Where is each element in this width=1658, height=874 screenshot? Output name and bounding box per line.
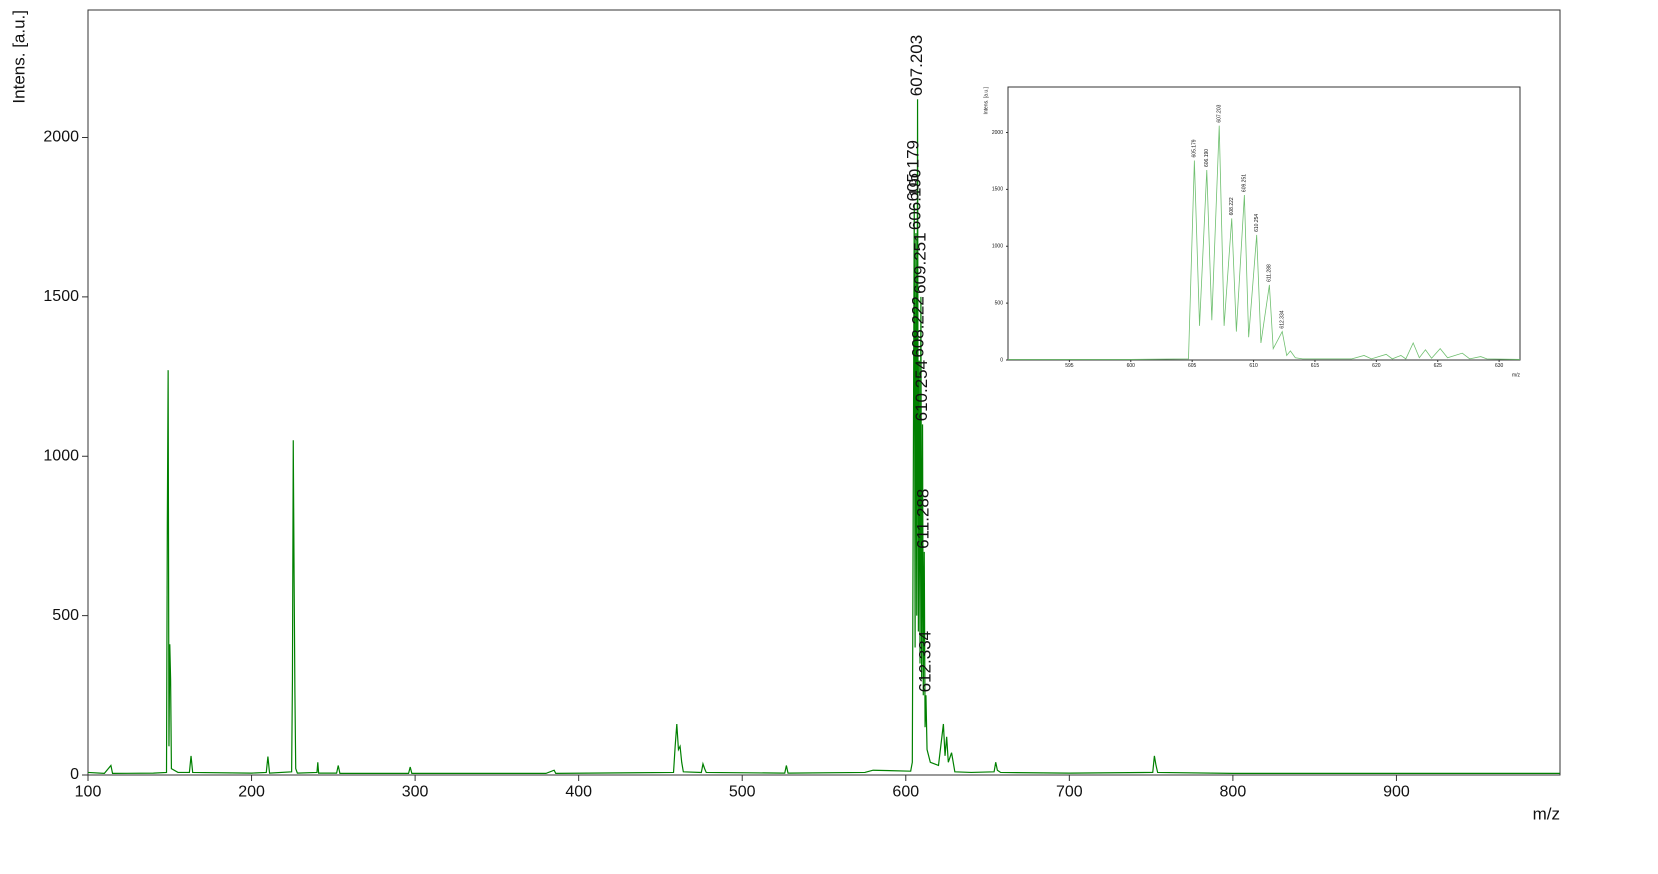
y-tick-label: 500 [995,300,1004,306]
spectrum-line [87,99,1560,775]
peak-label: 607.203 [1217,104,1223,122]
peak-label: 608.222 [1229,197,1235,215]
x-tick-label: 600 [1127,363,1136,369]
y-tick-label: 1500 [43,288,79,305]
peak-label: 610.254 [1254,214,1260,232]
x-axis-label: m/z [1512,372,1521,378]
spectrum-line [1008,125,1521,360]
peak-label: 612.334 [915,631,934,692]
peak-label: 609.251 [1242,174,1248,192]
peak-label: 611.288 [914,489,933,549]
y-axis-label: Intens. [a.u.] [983,86,989,114]
x-tick-label: 700 [1056,783,1083,800]
peak-label: 609.251 [910,232,929,293]
peak-label: 608.222 [909,296,928,357]
plot-frame [87,9,1561,776]
y-tick-label: 1000 [43,447,79,464]
x-tick-label: 615 [1311,363,1320,369]
y-axis-label: Intens. [a.u.] [9,10,28,104]
x-tick-label: 400 [565,783,592,800]
x-tick-label: 200 [238,783,265,800]
x-tick-label: 605 [1188,363,1197,369]
x-axis-label: m/z [1533,804,1560,823]
x-tick-label: 595 [1065,363,1074,369]
x-tick-label: 500 [729,783,756,800]
x-tick-label: 625 [1434,363,1443,369]
y-tick-label: 500 [52,607,79,624]
x-tick-label: 630 [1495,363,1504,369]
y-tick-label: 2000 [43,129,79,146]
x-tick-label: 620 [1372,363,1381,369]
x-tick-label: 300 [402,783,429,800]
peak-label: 610.254 [912,360,931,421]
peak-label: 611.288 [1267,264,1273,282]
y-tick-label: 0 [70,766,79,783]
y-tick-label: 0 [1000,357,1003,363]
peak-label: 605.179 [904,140,923,201]
peak-label: 606.190 [905,169,924,230]
x-tick-label: 600 [892,783,919,800]
plot-frame [1007,86,1521,361]
y-tick-label: 2000 [992,130,1003,136]
x-tick-label: 610 [1249,363,1258,369]
x-tick-label: 100 [75,783,102,800]
peak-label: 605.179 [1192,139,1198,157]
peak-label: 606.190 [1204,149,1210,167]
peak-label: 612.334 [1280,310,1286,328]
x-tick-label: 900 [1383,783,1410,800]
y-tick-label: 1000 [992,244,1003,250]
peak-label: 607.203 [907,35,926,96]
y-tick-label: 1500 [992,187,1003,193]
x-tick-label: 800 [1220,783,1247,800]
